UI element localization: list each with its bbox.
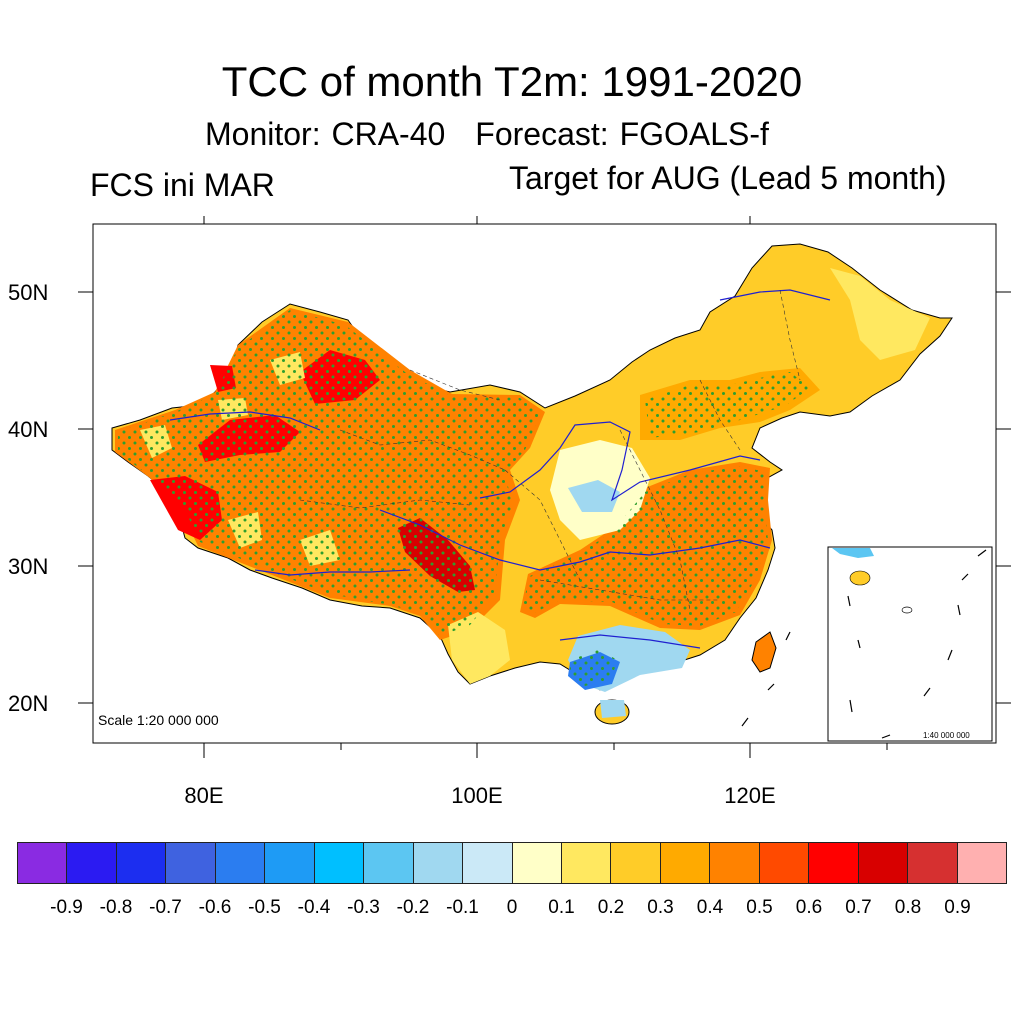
colorbar-tick-label: 0.5 [746,897,773,918]
stipple-south [570,650,618,686]
stipple-southeast [522,466,768,626]
stipple-northeast [645,372,810,438]
yellow-river [479,421,761,502]
colorbar-tick-label: -0.1 [446,897,479,918]
colorbar-swatch [809,843,859,883]
colorbar-swatch [759,843,810,883]
lon-label-100e: 100E [451,783,503,808]
colorbar-tick-label: -0.4 [297,897,331,918]
lat-label-20n: 20N [8,691,49,716]
yangtze-river [379,509,771,571]
map-title: TCC of month T2m: 1991-2020 [221,58,803,105]
lat-label-50n: 50N [8,280,49,305]
colorbar-tick-label: -0.9 [50,897,83,918]
map-subtitle: Monitor: CRA-40 Forecast: FGOALS-f [205,116,769,153]
scale-label-inset: 1:40 000 000 [923,731,970,740]
light-blue-hainan [600,700,626,718]
colorbar-swatch [215,843,266,883]
colorbar-swatch [18,843,68,883]
colorbar-tick-label: 0.1 [548,897,575,918]
colorbar-swatch [908,843,958,883]
colorbar-swatch [463,843,513,883]
stipple-west [118,310,540,636]
axis-ticks [78,216,1011,758]
colorbar-swatch [561,843,612,883]
colorbar-swatch [166,843,216,883]
inset-map [827,546,993,742]
lat-label-40n: 40N [8,417,49,442]
colorbar-swatch [512,843,562,883]
brahmaputra-river [254,569,411,576]
colorbar-swatch [957,843,1007,883]
colorbar-swatch [314,843,365,883]
colorbar-tick-label: 0.6 [795,897,823,918]
province-borders [299,289,801,611]
significance-stippling [118,310,810,686]
island-dashes [741,631,791,727]
rivers [169,289,831,649]
colorbar [17,842,1007,884]
map-frame [92,223,997,744]
pearl-river [559,634,701,649]
colorbar-tick-label: -0.6 [198,897,232,918]
colorbar-swatch [413,843,464,883]
monitor-label: Monitor: CRA-40 [205,116,446,152]
colorbar-tick-label: -0.5 [248,897,281,918]
taiwan-island [751,631,777,673]
scale-label-main: Scale 1:20 000 000 [98,712,219,728]
colorbar-swatch [710,843,760,883]
colorbar-swatch [611,843,661,883]
colorbar-swatch [265,843,315,883]
northeast-light-field [830,268,930,360]
light-blue-north [568,480,620,512]
colorbar-tick-label: 0.4 [696,897,724,918]
colorbar-tick-label: 0.8 [894,897,922,918]
colorbar-tick-label: 0.7 [845,897,872,918]
colorbar-tick-label: 0.9 [944,897,971,918]
colorbar-swatch [116,843,167,883]
tarim-river [169,411,321,431]
colorbar-swatch [858,843,909,883]
colorbar-tick-label: -0.3 [347,897,380,918]
colorbar-tick-label: 0.2 [597,897,625,918]
forecast-label: Forecast: FGOALS-f [475,116,769,152]
lon-label-80e: 80E [184,783,224,808]
init-label: FCS ini MAR [90,167,275,203]
colorbar-tick-label: 0 [506,897,518,918]
colorbar-swatch [364,843,414,883]
colorbar-tick-label: -0.2 [396,897,430,918]
songhua-river [719,289,831,301]
colorbar-tick-label: -0.7 [149,897,182,918]
colorbar-tick-label: 0.3 [647,897,674,918]
southwest-light-field [448,612,510,684]
target-label: Target for AUG (Lead 5 month) [509,160,947,196]
colorbar-tick-label: -0.8 [99,897,133,918]
colorbar-swatch [67,843,117,883]
colorbar-swatch [660,843,711,883]
lon-label-120e: 120E [724,783,776,808]
lat-label-30n: 30N [8,554,49,579]
